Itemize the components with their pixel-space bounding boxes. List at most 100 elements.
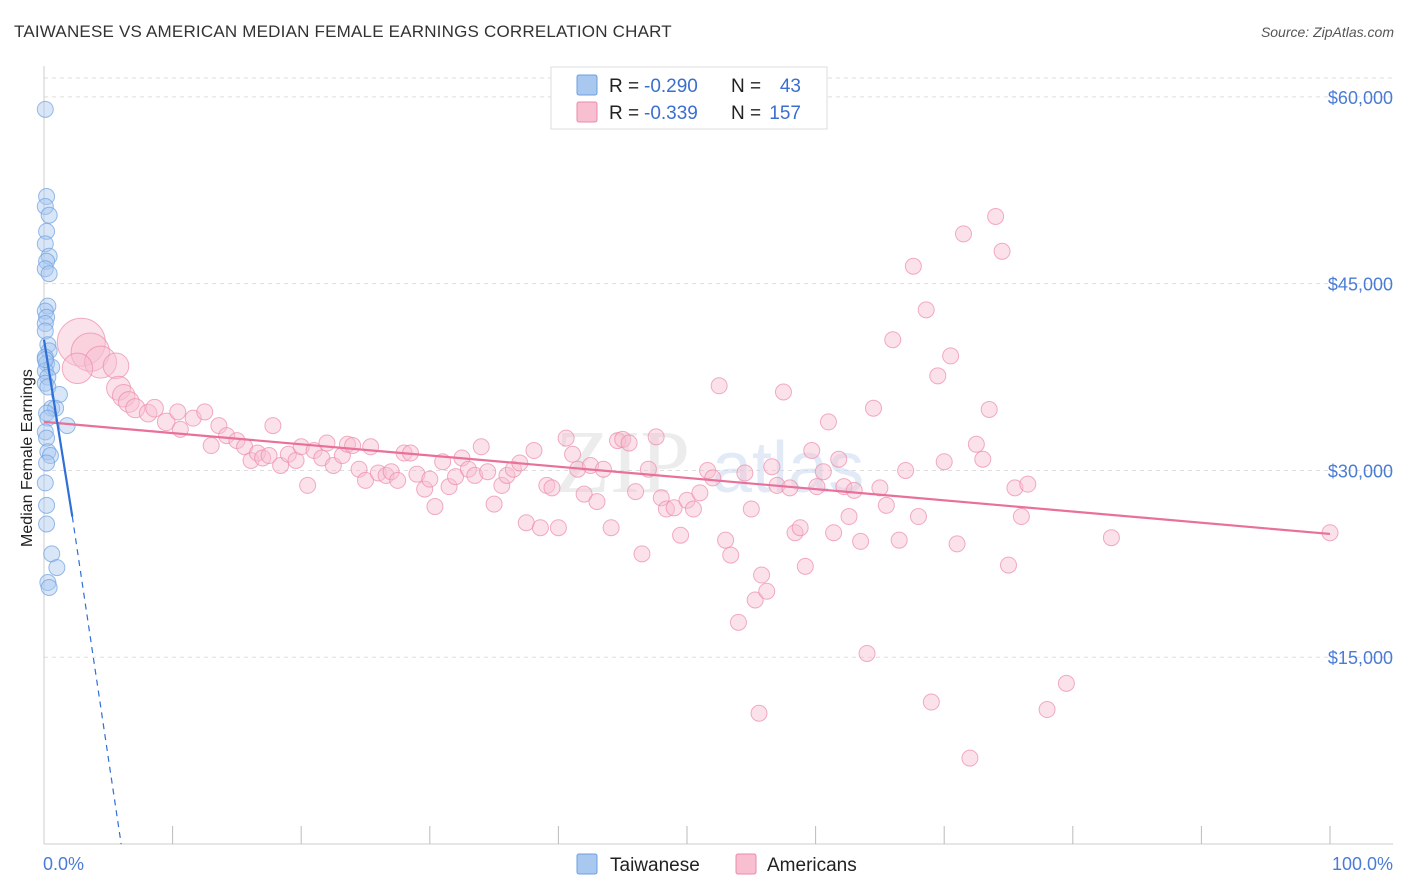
american-point xyxy=(588,493,606,511)
y-tick-label: $60,000 xyxy=(1328,88,1393,108)
americans-points xyxy=(56,207,1339,767)
american-point xyxy=(1038,701,1056,719)
legend-r-label: R = xyxy=(609,76,639,97)
y-tick-label: $15,000 xyxy=(1328,648,1393,668)
source-label: Source: ZipAtlas.com xyxy=(1260,24,1394,40)
legend: R = -0.290 N = 43 R = -0.339 N = 157 xyxy=(550,66,828,130)
american-point xyxy=(202,437,220,455)
american-point xyxy=(525,442,543,460)
american-point xyxy=(993,242,1011,260)
taiwanese-trend-line xyxy=(42,339,74,517)
american-point xyxy=(845,481,863,499)
american-point xyxy=(652,489,670,507)
american-point xyxy=(722,546,740,564)
american-point xyxy=(169,403,187,421)
american-point xyxy=(814,463,832,481)
american-point xyxy=(791,519,809,537)
american-point xyxy=(871,479,889,497)
y-tick-label: $30,000 xyxy=(1328,461,1393,481)
american-point xyxy=(954,225,972,243)
bottom-legend-label-taiwanese: Taiwanese xyxy=(610,855,700,876)
american-point xyxy=(974,450,992,468)
american-point xyxy=(961,749,979,767)
american-point xyxy=(786,524,804,542)
taiwanese-point xyxy=(38,308,56,326)
american-point xyxy=(357,471,374,489)
american-point xyxy=(864,399,882,417)
taiwanese-point xyxy=(58,417,76,435)
american-point xyxy=(948,535,966,553)
american-point xyxy=(472,438,490,456)
american-point xyxy=(117,391,140,413)
american-point xyxy=(416,480,434,498)
american-point xyxy=(260,447,278,465)
taiwanese-points xyxy=(36,100,76,596)
american-point xyxy=(684,500,702,518)
american-point xyxy=(890,531,908,549)
american-point xyxy=(318,434,336,452)
american-point xyxy=(466,466,484,484)
american-point xyxy=(1102,529,1120,547)
american-point xyxy=(942,347,960,365)
american-point xyxy=(803,442,821,460)
american-point xyxy=(557,429,575,447)
american-point xyxy=(710,377,728,395)
taiwanese-point xyxy=(36,100,54,118)
american-point xyxy=(909,508,927,526)
american-point xyxy=(145,398,164,418)
x-tick-max: 100.0% xyxy=(1332,854,1393,874)
american-point xyxy=(742,500,760,518)
y-axis-label: Median Female Earnings xyxy=(19,369,36,547)
american-point xyxy=(672,526,690,544)
american-point xyxy=(840,508,858,526)
american-point xyxy=(980,400,998,418)
american-point xyxy=(620,434,638,452)
gridlines xyxy=(44,77,1393,658)
taiwanese-point xyxy=(38,222,56,240)
american-point xyxy=(746,591,764,609)
american-point xyxy=(264,417,282,435)
american-point xyxy=(922,693,940,711)
legend-r-label: R = xyxy=(609,103,639,124)
taiwanese-point xyxy=(40,265,58,283)
american-point xyxy=(858,644,876,662)
american-point xyxy=(987,207,1005,225)
american-point xyxy=(1019,475,1037,493)
american-point xyxy=(808,478,826,496)
american-point xyxy=(125,398,146,419)
taiwanese-point xyxy=(50,385,68,403)
taiwanese-point xyxy=(38,515,56,533)
american-point xyxy=(647,428,665,446)
american-point xyxy=(904,257,922,275)
american-point xyxy=(459,460,477,478)
legend-r-value: -0.339 xyxy=(644,103,698,124)
american-point xyxy=(774,383,792,401)
taiwanese-point xyxy=(40,206,58,224)
american-point xyxy=(61,352,94,385)
legend-swatch-taiwanese xyxy=(576,74,598,96)
american-point xyxy=(485,495,503,513)
american-point xyxy=(138,403,158,423)
american-point xyxy=(678,491,696,509)
american-point xyxy=(758,582,776,600)
american-point xyxy=(1012,508,1030,526)
taiwanese-trend-extension xyxy=(71,516,122,845)
american-point xyxy=(884,331,902,349)
american-point xyxy=(691,484,709,502)
watermark-zip: ZIP xyxy=(555,413,690,512)
legend-r-value: -0.290 xyxy=(644,76,698,97)
taiwanese-point xyxy=(36,302,54,320)
american-point xyxy=(627,483,645,501)
american-point xyxy=(750,704,768,722)
american-point xyxy=(633,545,651,563)
taiwanese-point xyxy=(38,496,56,514)
taiwanese-point xyxy=(36,322,54,340)
american-point xyxy=(447,468,465,486)
legend-n-value: 43 xyxy=(780,76,801,97)
americans-trend-line xyxy=(43,420,1331,536)
american-point xyxy=(729,613,747,631)
american-point xyxy=(704,469,722,487)
american-point xyxy=(877,496,895,514)
taiwanese-point xyxy=(36,315,54,333)
